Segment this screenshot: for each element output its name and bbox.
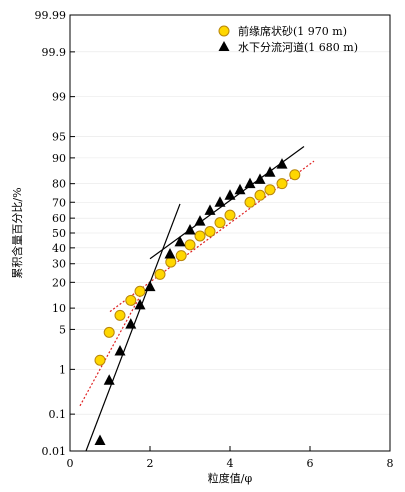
y-tick-label: 40 (52, 242, 66, 255)
data-point-triangle (214, 196, 226, 207)
data-point-triangle (264, 166, 276, 177)
legend-marker-triangle (218, 41, 230, 51)
data-point-circle (194, 230, 206, 242)
x-tick-label: 6 (307, 457, 314, 470)
data-point-circle (184, 239, 196, 251)
data-point-circle (289, 169, 301, 181)
y-tick-label: 50 (52, 227, 66, 240)
y-tick-label: 1 (59, 363, 66, 376)
y-tick-label: 20 (52, 276, 66, 289)
y-axis-ticks: 0.01 0.1 1 5 10 20 30 40 50 60 70 80 90 95 99 99.9 99.99 (35, 9, 75, 458)
data-points (94, 158, 301, 446)
data-point-circle (134, 285, 146, 297)
data-point-triangle (194, 215, 206, 226)
x-tick-label: 2 (147, 457, 154, 470)
fit-lines (79, 146, 315, 452)
y-tick-label: 80 (52, 178, 66, 191)
data-point-triangle (254, 173, 266, 184)
data-point-circle (103, 326, 115, 338)
data-point-triangle (94, 434, 106, 446)
data-point-triangle (174, 235, 186, 247)
y-axis-title: 累积含量百分比/% (10, 187, 24, 278)
data-point-triangle (234, 183, 246, 195)
data-point-triangle (125, 318, 137, 329)
data-point-triangle (224, 189, 236, 200)
data-point-triangle (184, 224, 196, 235)
y-tick-label: 60 (52, 212, 66, 225)
data-point-triangle (276, 158, 288, 169)
data-point-triangle (204, 204, 216, 215)
data-point-circle (264, 184, 276, 196)
data-point-circle (154, 268, 166, 280)
x-tick-label: 8 (387, 457, 394, 470)
legend-label-series-2: 水下分流河道(1 680 m) (238, 40, 358, 54)
data-point-triangle (103, 374, 115, 385)
legend-marker-circle (218, 25, 230, 37)
data-point-circle (94, 354, 106, 366)
data-point-circle (276, 178, 288, 190)
y-tick-label: 5 (59, 323, 66, 336)
x-tick-label: 0 (67, 457, 74, 470)
data-point-circle (254, 189, 266, 201)
data-point-circle (244, 196, 256, 208)
y-tick-label: 99.99 (35, 9, 67, 22)
y-gridlines (70, 14, 390, 452)
y-tick-label: 99 (52, 91, 66, 104)
y-tick-label: 99.9 (42, 46, 67, 59)
data-point-circle (165, 256, 177, 268)
data-point-triangle (144, 280, 156, 292)
y-tick-label: 70 (52, 196, 66, 209)
x-tick-label: 4 (227, 457, 234, 470)
data-point-circle (114, 309, 126, 321)
data-point-circle (224, 209, 236, 221)
y-tick-label: 95 (52, 131, 66, 144)
data-point-triangle (244, 177, 256, 189)
legend-label-series-1: 前缘席状砂(1 970 m) (238, 24, 347, 38)
y-tick-label: 90 (52, 152, 66, 165)
data-point-circle (125, 294, 137, 306)
y-tick-label: 0.1 (49, 408, 67, 421)
data-point-circle (204, 226, 216, 238)
data-point-circle (175, 250, 187, 262)
data-point-circle (214, 217, 226, 229)
data-point-triangle (164, 248, 176, 259)
data-point-triangle (114, 345, 126, 356)
x-axis-title: 粒度值/φ (208, 471, 253, 485)
y-tick-label: 30 (52, 258, 66, 271)
data-point-triangle (134, 298, 146, 310)
y-tick-label: 10 (52, 302, 66, 315)
y-tick-label: 0.01 (42, 445, 67, 458)
fit-line-dotted (79, 296, 141, 407)
x-axis-ticks: 0 2 4 6 8 (67, 446, 394, 470)
legend: 前缘席状砂(1 970 m) 水下分流河道(1 680 m) (218, 24, 358, 54)
